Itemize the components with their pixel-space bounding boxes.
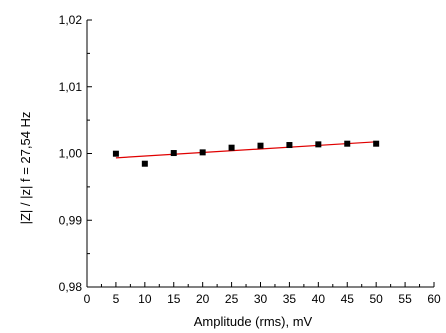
- x-tick-label: 55: [398, 292, 412, 306]
- y-tick-label: 0,99: [59, 213, 83, 227]
- x-tick-label: 35: [283, 292, 297, 306]
- data-point: [257, 142, 264, 149]
- y-tick-label: 1,01: [59, 80, 83, 94]
- x-tick-label: 50: [369, 292, 383, 306]
- x-tick-label: 5: [113, 292, 120, 306]
- data-point: [315, 141, 322, 148]
- x-tick-label: 40: [312, 292, 326, 306]
- data-point: [286, 142, 293, 149]
- x-tick-label: 45: [341, 292, 355, 306]
- y-tick-label: 1,00: [59, 147, 83, 161]
- y-axis-label: |Z| / |z| f = 27,54 Hz: [18, 112, 33, 225]
- fit-line: [115, 141, 377, 159]
- x-tick-label: 60: [427, 292, 441, 306]
- x-tick-label: 30: [254, 292, 268, 306]
- y-tick-label: 1,02: [59, 13, 83, 27]
- data-point: [199, 149, 206, 156]
- data-point: [170, 150, 177, 157]
- x-tick-label: 10: [138, 292, 152, 306]
- data-point: [112, 150, 119, 157]
- x-axis-label: Amplitude (rms), mV: [194, 314, 313, 329]
- x-tick-label: 20: [196, 292, 210, 306]
- data-point: [373, 140, 380, 147]
- y-tick-label: 0,98: [59, 280, 83, 294]
- data-point: [344, 140, 351, 147]
- data-points: [112, 140, 380, 167]
- x-tick-label: 25: [225, 292, 239, 306]
- x-tick-label: 0: [84, 292, 91, 306]
- ticks: 0 5 10 15 20 25 30 35 40 45 50 55 60 0,98 0,99 1,00 1,01…: [59, 13, 441, 306]
- data-point: [228, 144, 235, 151]
- x-tick-label: 15: [167, 292, 181, 306]
- data-point: [141, 160, 148, 167]
- fit-line-group: [115, 141, 377, 159]
- axes: [86, 20, 434, 288]
